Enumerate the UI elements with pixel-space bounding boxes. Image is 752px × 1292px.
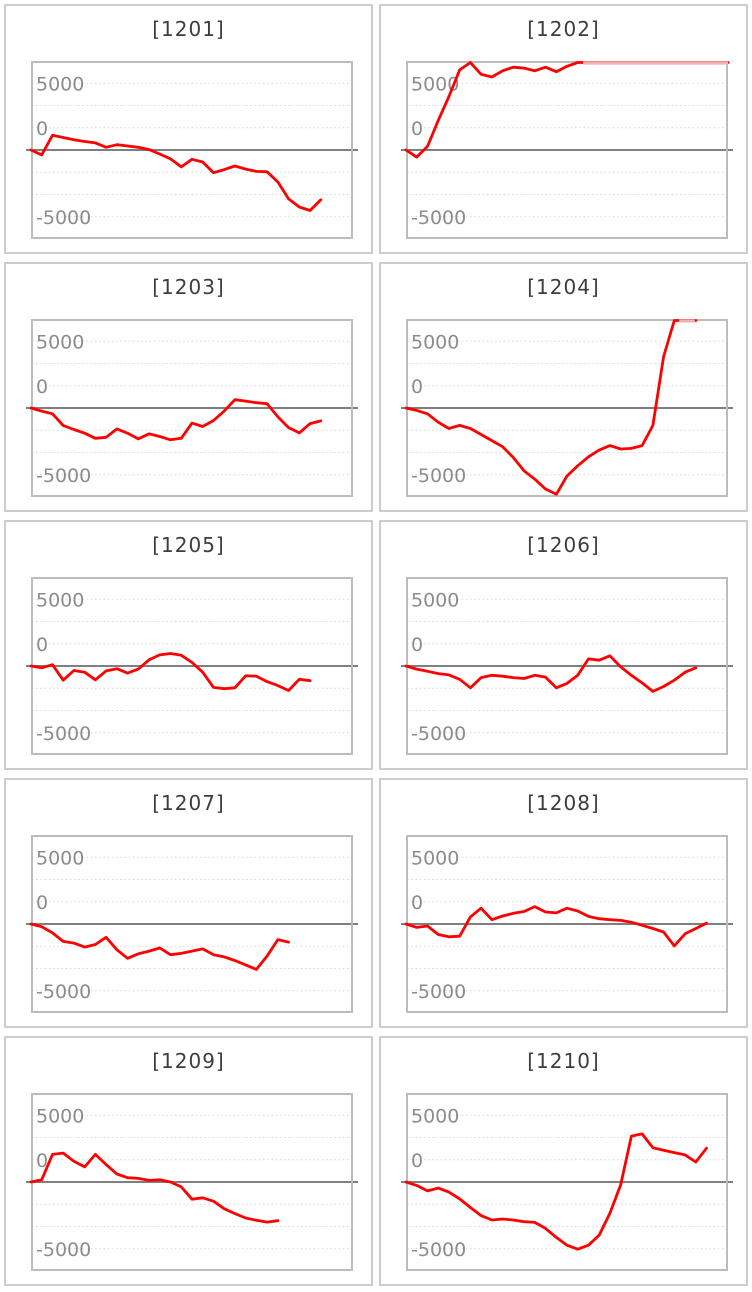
series-line xyxy=(404,654,698,693)
chart-plot: 5000 0 -5000 xyxy=(26,61,358,239)
chart-plot: 5000 0 -5000 xyxy=(401,1093,733,1271)
series-line xyxy=(29,922,291,971)
y-axis-tick-label: -5000 xyxy=(411,723,466,745)
y-axis-tick-label: 5000 xyxy=(411,847,459,869)
chart-plot: 5000 0 -5000 xyxy=(26,577,358,755)
chart-cell: [1203] 5000 0 -5000 xyxy=(4,262,373,512)
y-axis-tick-label: 5000 xyxy=(36,847,84,869)
y-axis-tick-label: -5000 xyxy=(411,465,466,487)
chart-plot: 5000 0 -5000 xyxy=(26,319,358,497)
y-axis-tick-label: -5000 xyxy=(36,1239,91,1261)
chart-title: [1201] xyxy=(152,17,225,41)
chart-title: [1210] xyxy=(527,1049,600,1073)
chart-cell: [1210] 5000 0 -5000 xyxy=(379,1036,748,1286)
y-axis-tick-label: 0 xyxy=(411,118,423,140)
y-axis-tick-label: 5000 xyxy=(36,589,84,611)
series-line xyxy=(29,652,312,692)
chart-cell: [1205] 5000 0 -5000 xyxy=(4,520,373,770)
y-axis-tick-label: -5000 xyxy=(411,1239,466,1261)
chart-title: [1207] xyxy=(152,791,225,815)
series-line xyxy=(29,133,323,212)
y-axis-tick-label: 5000 xyxy=(411,1105,459,1127)
y-axis-tick-label: 0 xyxy=(411,1150,423,1172)
chart-cell: [1209] 5000 0 -5000 xyxy=(4,1036,373,1286)
chart-plot: 5000 0 -5000 xyxy=(26,835,358,1013)
y-axis-tick-label: 5000 xyxy=(411,331,459,353)
y-axis-tick-label: 5000 xyxy=(36,73,84,95)
y-axis-tick-label: 0 xyxy=(411,892,423,914)
chart-cell: [1201] 5000 0 -5000 xyxy=(4,4,373,254)
chart-cell: [1204] 5000 0 -5000 xyxy=(379,262,748,512)
y-axis-tick-label: 5000 xyxy=(411,73,459,95)
y-axis-tick-label: 5000 xyxy=(36,331,84,353)
chart-cell: [1207] 5000 0 -5000 xyxy=(4,778,373,1028)
y-axis-tick-label: 0 xyxy=(36,892,48,914)
chart-plot: 5000 0 -5000 xyxy=(401,319,733,497)
y-axis-tick-label: -5000 xyxy=(36,465,91,487)
chart-cell: [1208] 5000 0 -5000 xyxy=(379,778,748,1028)
chart-title: [1204] xyxy=(527,275,600,299)
y-axis-tick-label: 0 xyxy=(36,1150,48,1172)
y-axis-tick-label: 0 xyxy=(36,634,48,656)
y-axis-tick-label: 5000 xyxy=(36,1105,84,1127)
chart-title: [1203] xyxy=(152,275,225,299)
series-line xyxy=(404,319,698,496)
y-axis-tick-label: 0 xyxy=(411,376,423,398)
chart-cell: [1206] 5000 0 -5000 xyxy=(379,520,748,770)
series-line xyxy=(404,1132,708,1251)
series-line xyxy=(29,398,323,442)
chart-cell: [1202] 5000 0 -5000 xyxy=(379,4,748,254)
y-axis-tick-label: -5000 xyxy=(36,207,91,229)
chart-title: [1209] xyxy=(152,1049,225,1073)
y-axis-tick-label: -5000 xyxy=(411,981,466,1003)
series-line xyxy=(29,1151,280,1224)
y-axis-tick-label: -5000 xyxy=(411,207,466,229)
y-axis-tick-label: -5000 xyxy=(36,981,91,1003)
y-axis-tick-label: 0 xyxy=(36,118,48,140)
chart-plot: 5000 0 -5000 xyxy=(401,61,733,239)
chart-plot: 5000 0 -5000 xyxy=(26,1093,358,1271)
chart-plot: 5000 0 -5000 xyxy=(401,577,733,755)
chart-plot: 5000 0 -5000 xyxy=(401,835,733,1013)
y-axis-tick-label: 0 xyxy=(36,376,48,398)
series-line xyxy=(404,905,708,948)
chart-title: [1202] xyxy=(527,17,600,41)
y-axis-tick-label: 5000 xyxy=(411,589,459,611)
y-axis-tick-label: -5000 xyxy=(36,723,91,745)
chart-title: [1205] xyxy=(152,533,225,557)
chart-title: [1208] xyxy=(527,791,600,815)
chart-title: [1206] xyxy=(527,533,600,557)
y-axis-tick-label: 0 xyxy=(411,634,423,656)
